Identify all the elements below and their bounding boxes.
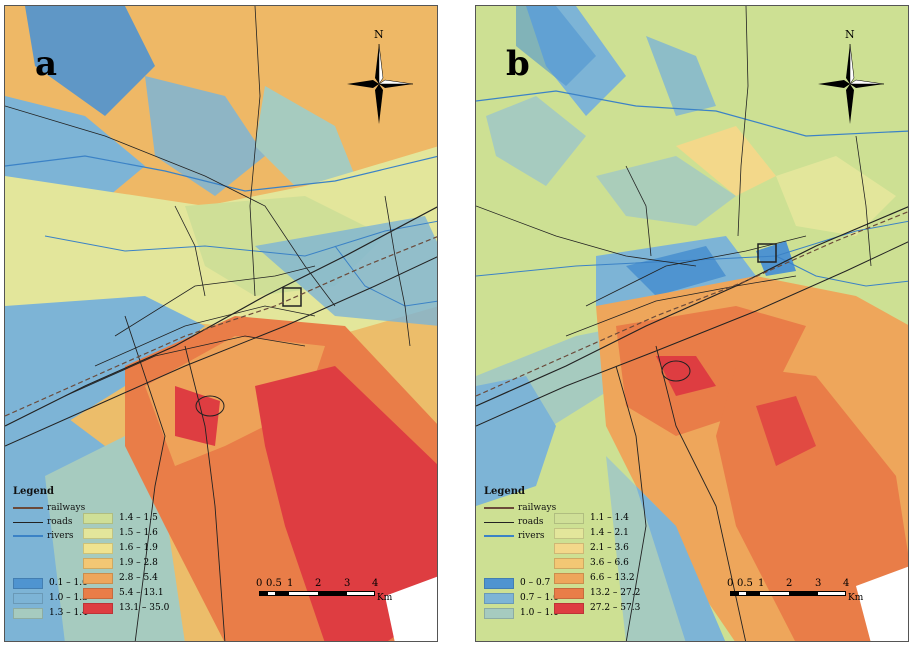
panel-label: a <box>35 44 58 84</box>
legend-class-label: 0 – 0.7 <box>520 578 551 589</box>
scale-bar-graphic <box>259 591 375 596</box>
legend-class-item: 1.5 – 1.6 <box>83 526 158 541</box>
legend-class-label: 13.1 – 35.0 <box>119 603 170 614</box>
legend-class-item: 0.1 – 1.0 <box>13 576 88 591</box>
north-arrow: N <box>343 28 415 124</box>
legend-swatch <box>13 592 43 604</box>
legend-class-item: 3.6 – 6.6 <box>554 556 629 571</box>
compass-icon <box>347 43 414 124</box>
legend-class-item: 2.1 – 3.6 <box>554 541 629 556</box>
scale-bar: 0 0.5 1 2 3 4 Km <box>727 578 864 603</box>
legend-class-label: 5.4 – 13.1 <box>119 588 164 599</box>
legend-class-label: 1.1 – 1.4 <box>590 513 629 524</box>
legend-railways: railways <box>484 501 556 515</box>
legend-title: Legend <box>484 486 526 497</box>
legend-railways: railways <box>13 501 85 515</box>
legend-classes: 0.1 – 1.0 1.0 – 1.3 1.3 – 1.4 1.4 – 1.5 1.5 … <box>5 6 437 641</box>
legend-class-item: 5.4 – 13.1 <box>83 586 164 601</box>
north-arrow: N <box>814 28 886 124</box>
legend-roads: roads <box>484 515 556 529</box>
legend-class-label: 1.4 – 1.5 <box>119 513 158 524</box>
legend-class-label: 13.2 – 27.2 <box>590 588 641 599</box>
scale-unit: Km <box>377 593 393 603</box>
legend-title: Legend <box>13 486 55 497</box>
legend-swatch <box>554 557 584 569</box>
legend-class-label: 1.0 – 1.3 <box>49 593 88 604</box>
legend-swatch <box>83 587 113 599</box>
legend-swatch <box>554 527 584 539</box>
legend-swatch <box>554 572 584 584</box>
legend-class-label: 0.7 – 1.0 <box>520 593 559 604</box>
legend-swatch <box>554 587 584 599</box>
legend-class-item: 1.0 – 1.3 <box>13 591 88 606</box>
legend-class-label: 0.1 – 1.0 <box>49 578 88 589</box>
legend-swatch <box>83 512 113 524</box>
legend-class-item: 1.9 – 2.8 <box>83 556 158 571</box>
map-panel-b: b N Legend railways roads rivers 0 – 0.7… <box>475 5 909 642</box>
legend-swatch <box>13 577 43 589</box>
legend-class-item: 1.1 – 1.4 <box>554 511 629 526</box>
legend-swatch <box>83 602 113 614</box>
legend-swatch <box>484 577 514 589</box>
legend-swatch <box>83 572 113 584</box>
panel-label: b <box>506 44 530 84</box>
scale-unit: Km <box>848 593 864 603</box>
map-surface-b <box>476 6 908 641</box>
legend-class-label: 6.6 – 13.2 <box>590 573 635 584</box>
legend-class-item: 0 – 0.7 <box>484 576 550 591</box>
legend-rivers: rivers <box>484 529 556 543</box>
legend-class-item: 13.1 – 35.0 <box>83 601 169 616</box>
legend-class-item: 2.8 – 5.4 <box>83 571 158 586</box>
legend-class-item: 1.4 – 1.5 <box>83 511 158 526</box>
legend-swatch <box>13 607 43 619</box>
legend-class-label: 1.9 – 2.8 <box>119 558 158 569</box>
legend-class-label: 27.2 – 57.3 <box>590 603 641 614</box>
map-surface-a <box>5 6 437 641</box>
legend-swatch <box>554 512 584 524</box>
legend-class-item: 27.2 – 57.3 <box>554 601 640 616</box>
legend-class-label: 2.8 – 5.4 <box>119 573 158 584</box>
legend-class-item: 1.0 – 1.1 <box>484 606 559 621</box>
legend-class-item: 6.6 – 13.2 <box>554 571 635 586</box>
legend-class-label: 3.6 – 6.6 <box>590 558 629 569</box>
north-label: N <box>845 28 855 41</box>
legend: Legend railways roads rivers <box>13 486 85 543</box>
legend-class-item: 0.7 – 1.0 <box>484 591 559 606</box>
legend-roads: roads <box>13 515 85 529</box>
legend-class-label: 1.0 – 1.1 <box>520 608 559 619</box>
legend-swatch <box>484 607 514 619</box>
legend-class-item: 1.3 – 1.4 <box>13 606 88 621</box>
legend-swatch <box>83 527 113 539</box>
legend-class-item: 1.6 – 1.9 <box>83 541 158 556</box>
legend-class-label: 1.6 – 1.9 <box>119 543 158 554</box>
legend-swatch <box>554 602 584 614</box>
legend-class-label: 2.1 – 3.6 <box>590 543 629 554</box>
legend-swatch <box>83 542 113 554</box>
legend-swatch <box>83 557 113 569</box>
legend-class-label: 1.5 – 1.6 <box>119 528 158 539</box>
legend-class-label: 1.4 – 2.1 <box>590 528 629 539</box>
legend: Legend railways roads rivers <box>484 486 556 543</box>
map-panel-a: a N Legend railways roads rivers 0.1 – 1… <box>4 5 438 642</box>
legend-class-item: 13.2 – 27.2 <box>554 586 640 601</box>
legend-class-label: 1.3 – 1.4 <box>49 608 88 619</box>
legend-class-item: 1.4 – 2.1 <box>554 526 629 541</box>
scale-bar-graphic <box>730 591 846 596</box>
north-label: N <box>374 28 384 41</box>
legend-swatch <box>554 542 584 554</box>
legend-swatch <box>484 592 514 604</box>
legend-classes: 0 – 0.7 0.7 – 1.0 1.0 – 1.1 1.1 – 1.4 1.4 – … <box>476 6 908 641</box>
legend-rivers: rivers <box>13 529 85 543</box>
compass-icon <box>818 43 885 124</box>
scale-bar: 0 0.5 1 2 3 4 Km <box>256 578 393 603</box>
